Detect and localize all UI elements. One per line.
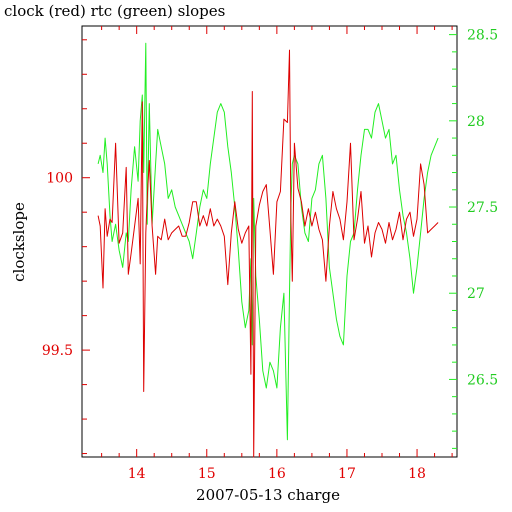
plot-frame	[81, 25, 458, 458]
x-axis-label: 2007-05-13 charge	[196, 486, 340, 504]
chart-title: clock (red) rtc (green) slopes	[4, 2, 225, 20]
right-tick-label: 26.5	[467, 372, 498, 388]
ticks-layer: 14 15 16 17 18 99.5 100 26.5 27 27.5 28 28.5	[42, 26, 498, 482]
x-tick-label: 18	[408, 466, 426, 482]
x-tick-label: 17	[338, 466, 356, 482]
x-tick-label: 15	[198, 466, 216, 482]
right-tick-label: 28	[467, 114, 485, 130]
series-line-clock	[97, 49, 439, 458]
x-tick-label: 14	[128, 466, 146, 482]
y-axis-label: clockslope	[10, 202, 28, 282]
right-tick-label: 27	[467, 286, 485, 302]
series-line-rtc	[97, 42, 439, 441]
x-tick-label: 16	[268, 466, 286, 482]
right-tick-label: 28.5	[467, 28, 498, 44]
right-tick-label: 27.5	[467, 200, 498, 216]
series-layer	[97, 42, 439, 458]
left-tick-label: 100	[46, 171, 73, 187]
left-tick-label: 99.5	[42, 343, 73, 359]
